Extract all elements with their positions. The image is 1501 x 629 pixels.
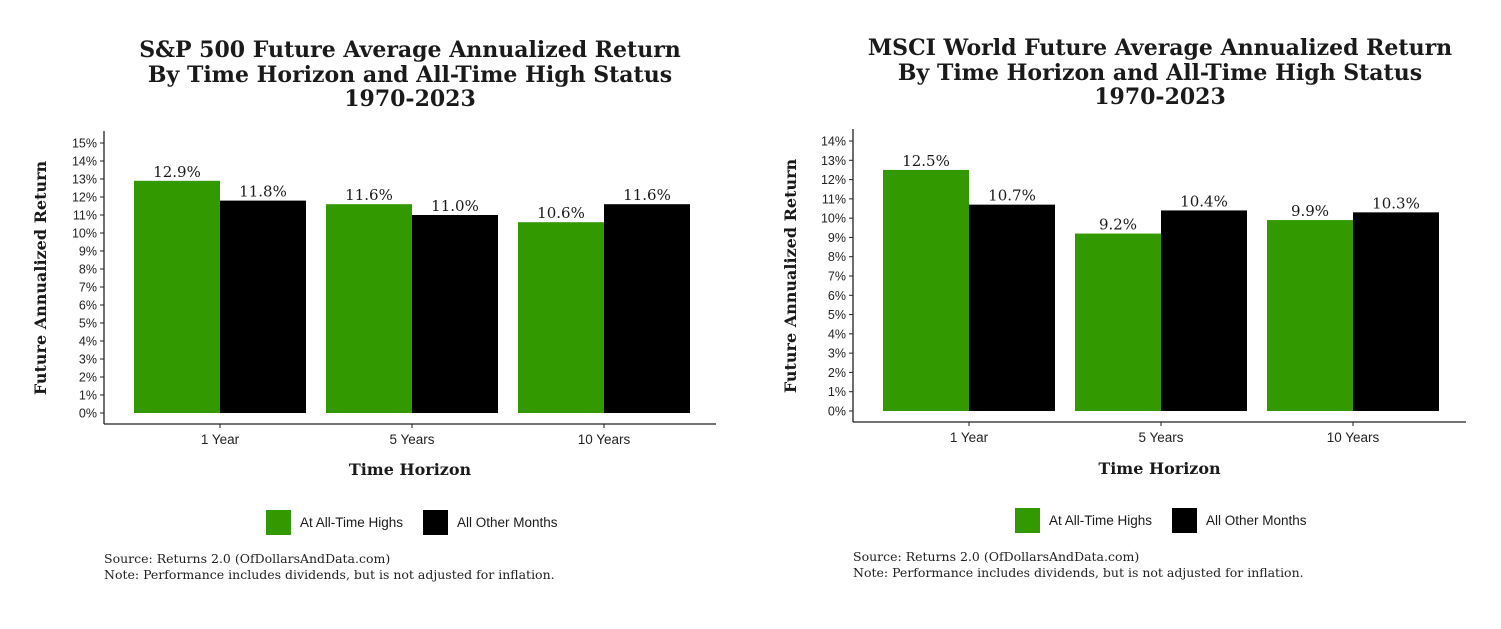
bar-at-all-time-highs: [883, 169, 969, 411]
y-tick-label: 11%: [73, 209, 97, 223]
y-tick-label: 5%: [828, 308, 846, 322]
y-tick-label: 9%: [79, 245, 97, 259]
y-tick-label: 11%: [822, 192, 846, 206]
y-tick-label: 3%: [828, 347, 846, 361]
bar-at-all-time-highs: [1075, 233, 1161, 411]
chart-title-line: S&P 500 Future Average Annualized Return: [139, 37, 681, 63]
data-label: 9.2%: [1099, 216, 1137, 234]
y-tick-label: 4%: [828, 327, 846, 341]
legend-label: All Other Months: [457, 515, 558, 530]
y-tick-label: 2%: [828, 366, 846, 380]
y-tick-label: 10%: [72, 227, 97, 241]
note-text: Note: Performance includes dividends, bu…: [104, 567, 555, 582]
bar-at-all-time-highs: [134, 180, 220, 413]
data-label: 11.6%: [623, 186, 671, 204]
y-tick-label: 1%: [828, 385, 846, 399]
y-tick-label: 0%: [79, 407, 97, 421]
chart-title-line: 1970-2023: [344, 86, 476, 112]
y-tick-label: 7%: [79, 281, 97, 295]
data-label: 9.9%: [1291, 202, 1329, 220]
x-axis-title: Time Horizon: [349, 460, 472, 479]
legend-swatch: [1172, 508, 1197, 533]
x-axis-title: Time Horizon: [1098, 459, 1221, 478]
bar-at-all-time-highs: [518, 222, 604, 413]
x-tick-label: 1 Year: [201, 432, 240, 447]
chart-title-line: 1970-2023: [1094, 84, 1226, 110]
y-tick-label: 8%: [828, 250, 846, 264]
legend-label: At All-Time Highs: [1049, 513, 1152, 528]
data-label: 10.6%: [537, 204, 585, 222]
legend-swatch: [1015, 508, 1040, 533]
data-label: 12.5%: [902, 152, 950, 170]
bar-all-other-months: [412, 215, 498, 413]
y-tick-label: 6%: [79, 299, 97, 313]
y-tick-label: 14%: [821, 135, 846, 149]
y-axis-title: Future Annualized Return: [781, 158, 800, 393]
y-tick-label: 1%: [79, 389, 97, 403]
y-tick-label: 7%: [828, 270, 846, 284]
y-axis-title: Future Annualized Return: [31, 160, 50, 395]
legend-swatch: [266, 510, 291, 535]
data-label: 11.8%: [239, 183, 287, 201]
y-tick-label: 13%: [821, 154, 846, 168]
y-tick-label: 4%: [79, 335, 97, 349]
x-tick-label: 10 Years: [1327, 430, 1380, 445]
note-text: Note: Performance includes dividends, bu…: [853, 565, 1304, 580]
data-label: 11.6%: [345, 186, 393, 204]
chart-title-line: By Time Horizon and All-Time High Status: [898, 60, 1422, 86]
y-tick-label: 5%: [79, 317, 97, 331]
bar-all-other-months: [1353, 212, 1439, 411]
x-tick-label: 5 Years: [389, 432, 434, 447]
legend-swatch: [423, 510, 448, 535]
x-tick-label: 1 Year: [950, 430, 989, 445]
y-tick-label: 0%: [828, 405, 846, 419]
x-tick-label: 10 Years: [578, 432, 631, 447]
bar-all-other-months: [1161, 210, 1247, 411]
bar-all-other-months: [220, 200, 306, 413]
bar-all-other-months: [969, 204, 1055, 411]
legend-label: All Other Months: [1206, 513, 1307, 528]
y-tick-label: 9%: [828, 231, 846, 245]
y-tick-label: 14%: [72, 155, 97, 169]
chart-title-line: MSCI World Future Average Annualized Ret…: [868, 35, 1452, 61]
source-text: Source: Returns 2.0 (OfDollarsAndData.co…: [104, 551, 390, 566]
y-tick-label: 15%: [72, 137, 97, 151]
chart-title-line: By Time Horizon and All-Time High Status: [148, 62, 672, 88]
chart-2: MSCI World Future Average Annualized Ret…: [781, 35, 1466, 580]
data-label: 11.0%: [431, 197, 479, 215]
y-tick-label: 2%: [79, 371, 97, 385]
y-tick-label: 12%: [72, 191, 97, 205]
data-label: 10.4%: [1180, 192, 1228, 210]
legend-label: At All-Time Highs: [300, 515, 403, 530]
bar-at-all-time-highs: [326, 204, 412, 413]
bar-at-all-time-highs: [1267, 220, 1353, 411]
y-tick-label: 13%: [72, 173, 97, 187]
bar-all-other-months: [604, 204, 690, 413]
data-label: 10.3%: [1372, 194, 1420, 212]
chart-1: S&P 500 Future Average Annualized Return…: [31, 37, 716, 582]
x-tick-label: 5 Years: [1138, 430, 1183, 445]
y-tick-label: 6%: [828, 289, 846, 303]
source-text: Source: Returns 2.0 (OfDollarsAndData.co…: [853, 549, 1139, 564]
y-tick-label: 3%: [79, 353, 97, 367]
y-tick-label: 12%: [821, 173, 846, 187]
y-tick-label: 10%: [821, 212, 846, 226]
data-label: 12.9%: [153, 163, 201, 181]
data-label: 10.7%: [988, 187, 1036, 205]
y-tick-label: 8%: [79, 263, 97, 277]
